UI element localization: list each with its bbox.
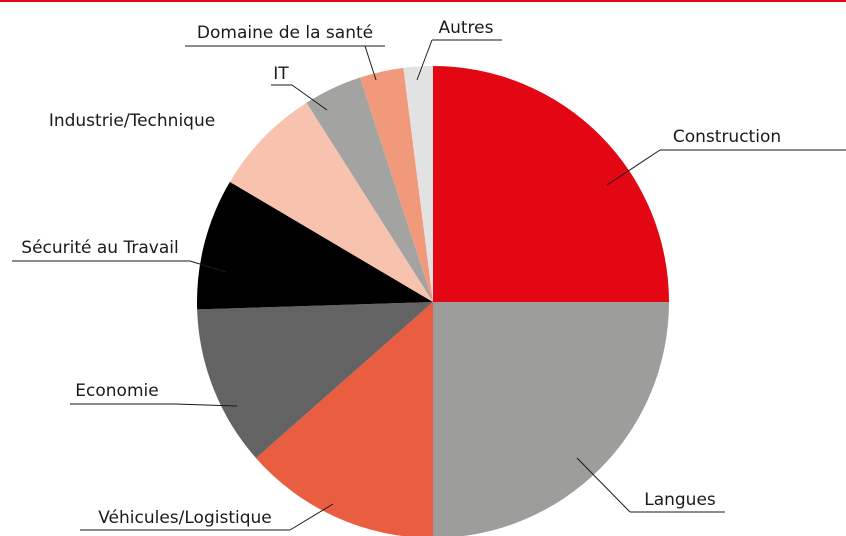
pie-slice	[403, 66, 433, 302]
slice-label: Sécurité au Travail	[21, 238, 178, 258]
pie-slice	[360, 67, 433, 302]
slice-label: Domaine de la santé	[197, 23, 373, 43]
pie-slice	[306, 77, 433, 302]
leader-line	[291, 84, 328, 111]
slice-label: Langues	[644, 490, 716, 510]
leader-line	[416, 39, 433, 81]
slice-label: Véhicules/Logistique	[98, 508, 272, 528]
pie-slice	[197, 181, 433, 310]
pie-slice	[433, 302, 669, 536]
leader-line	[174, 403, 238, 407]
slice-label: IT	[273, 64, 289, 84]
leader-line	[576, 457, 631, 513]
slice-label: Industrie/Technique	[49, 111, 215, 131]
pie-slice	[197, 302, 433, 459]
leader-line	[289, 503, 334, 531]
slice-label: Economie	[75, 381, 158, 401]
pie-slice	[433, 66, 669, 302]
pie-slice	[255, 302, 433, 536]
slice-label: Construction	[673, 127, 781, 147]
slice-label: Autres	[438, 18, 493, 38]
leader-line	[364, 45, 377, 81]
leader-line	[606, 149, 661, 186]
pie-slice	[229, 102, 433, 302]
leader-line	[189, 260, 227, 273]
top-rule	[0, 0, 846, 2]
